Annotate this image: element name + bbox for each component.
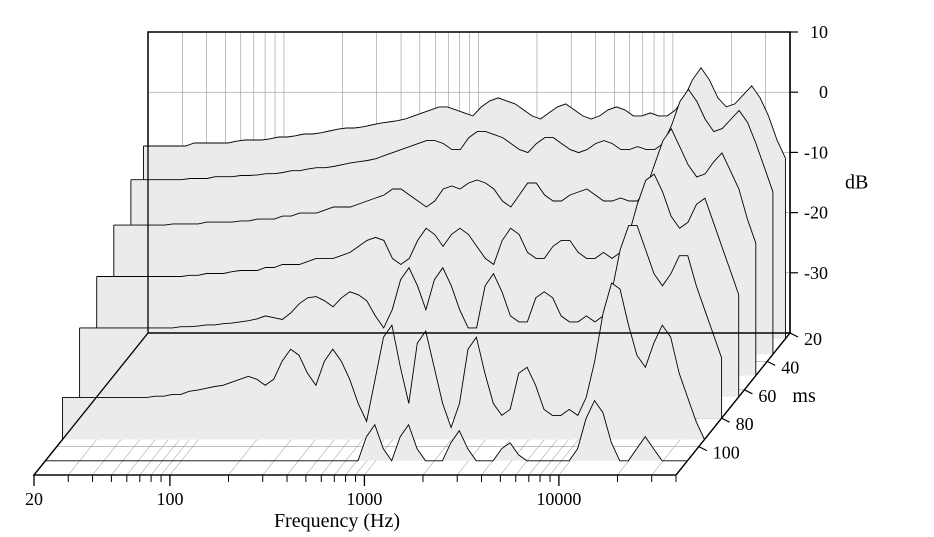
y-tick-label: 80 <box>736 414 754 434</box>
y-tick-label: 40 <box>781 357 799 377</box>
y-tick-label: 100 <box>713 443 740 463</box>
z-tick-label: 0 <box>819 82 828 102</box>
x-tick-label: 20 <box>25 489 43 509</box>
z-tick-label: 10 <box>810 22 828 42</box>
z-tick-label: -30 <box>804 263 828 283</box>
x-tick-label: 100 <box>156 489 183 509</box>
x-axis-label: Frequency (Hz) <box>274 510 400 532</box>
y-tick-label: 60 <box>758 386 776 406</box>
z-tick-label: -10 <box>804 142 828 162</box>
z-tick-label: -20 <box>804 203 828 223</box>
z-axis-label: dB <box>845 172 868 194</box>
y-axis-label: ms <box>792 385 816 407</box>
x-tick-label: 1000 <box>346 489 382 509</box>
waterfall-chart: -30-20-100102040608010020100100010000 dB… <box>0 0 934 537</box>
y-tick-label: 20 <box>804 329 822 349</box>
x-tick-label: 10000 <box>536 489 581 509</box>
